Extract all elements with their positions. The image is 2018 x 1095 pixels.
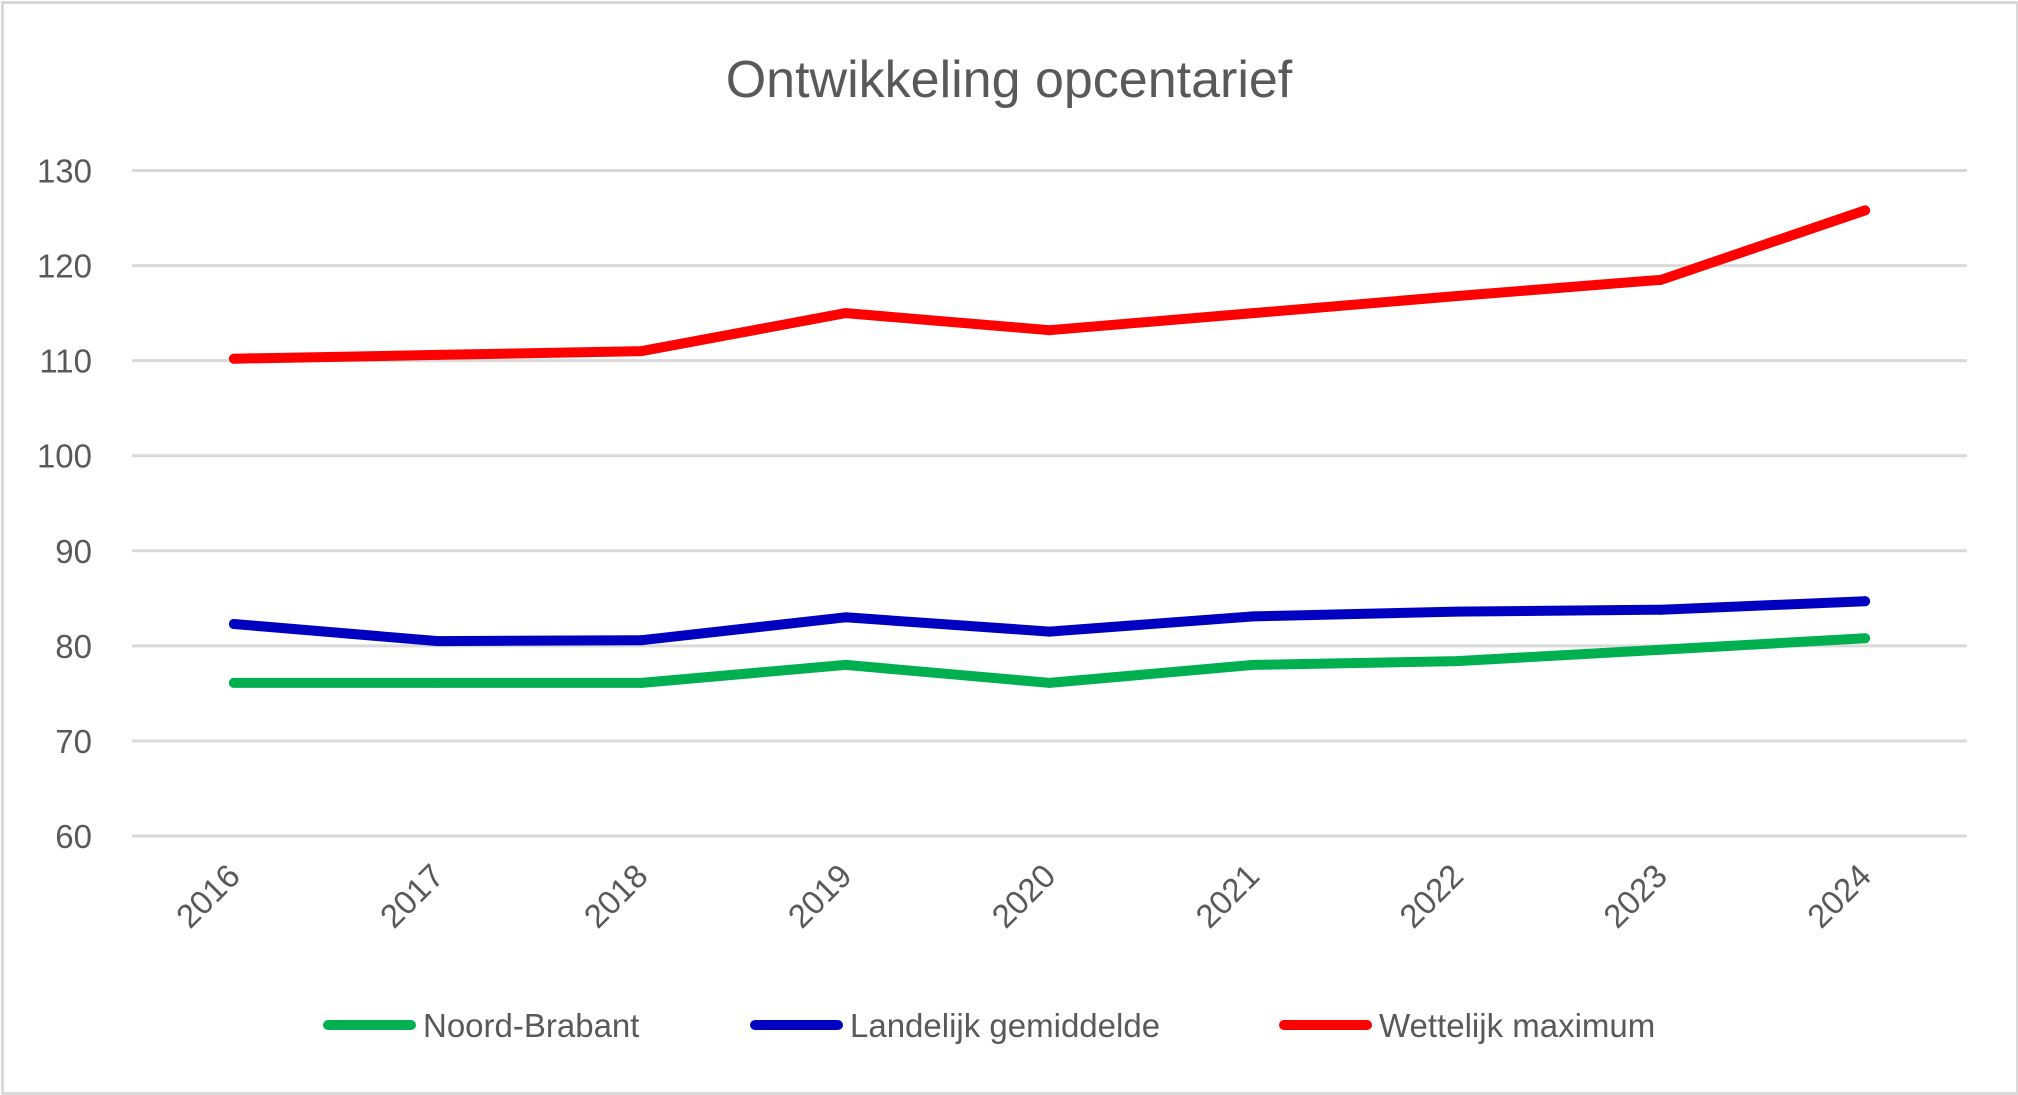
data-point xyxy=(432,349,443,360)
data-point xyxy=(1248,308,1259,319)
legend-label: Landelijk gemiddelde xyxy=(850,1007,1160,1044)
x-tick-label: 2024 xyxy=(1800,857,1878,935)
y-tick-label: 60 xyxy=(55,818,92,855)
data-point xyxy=(636,346,647,357)
x-tick-label: 2019 xyxy=(780,857,858,935)
y-tick-label: 100 xyxy=(37,438,92,475)
series-line xyxy=(228,205,1871,364)
legend-item: Noord-Brabant xyxy=(323,1007,639,1044)
data-point xyxy=(228,618,239,629)
legend-label: Wettelijk maximum xyxy=(1379,1007,1655,1044)
series-noord-brabant xyxy=(228,633,1871,688)
gridlines xyxy=(132,169,1967,838)
x-tick-label: 2017 xyxy=(373,857,451,935)
data-point xyxy=(636,677,647,688)
legend: Noord-Brabant Landelijk gemiddelde Wetteli… xyxy=(323,1007,1655,1044)
data-point xyxy=(228,677,239,688)
x-axis-tick-labels: 2016 2017 2018 2019 2020 2021 2022 2023 2024 xyxy=(169,857,1878,935)
data-point xyxy=(432,636,443,647)
chart-title: Ontwikkeling opcentarief xyxy=(726,51,1293,109)
data-point xyxy=(1452,606,1463,617)
x-tick-label: 2021 xyxy=(1188,857,1266,935)
data-point xyxy=(1860,633,1871,644)
data-point xyxy=(1656,604,1667,615)
x-tick-label: 2023 xyxy=(1596,857,1674,935)
data-point xyxy=(1044,626,1055,637)
legend-item: Landelijk gemiddelde xyxy=(750,1007,1160,1044)
data-point xyxy=(1860,596,1871,607)
y-axis-tick-labels: 60 70 80 90 100 110 120 130 xyxy=(37,153,92,856)
data-point xyxy=(636,635,647,646)
data-point xyxy=(1248,659,1259,670)
data-point xyxy=(432,677,443,688)
data-point xyxy=(1044,677,1055,688)
y-tick-label: 130 xyxy=(37,153,92,190)
data-point xyxy=(228,353,239,364)
y-tick-label: 110 xyxy=(39,343,92,380)
data-point xyxy=(1860,205,1871,216)
x-tick-label: 2018 xyxy=(577,857,655,935)
data-point xyxy=(1044,325,1055,336)
data-point xyxy=(1452,656,1463,667)
legend-item: Wettelijk maximum xyxy=(1279,1007,1655,1044)
series-lines xyxy=(228,205,1871,688)
data-point xyxy=(840,612,851,623)
x-tick-label: 2016 xyxy=(169,857,247,935)
legend-label: Noord-Brabant xyxy=(423,1007,639,1044)
data-point xyxy=(1656,274,1667,285)
x-tick-label: 2022 xyxy=(1392,857,1470,935)
y-tick-label: 90 xyxy=(55,533,92,570)
y-tick-label: 80 xyxy=(55,628,92,665)
data-point xyxy=(840,659,851,670)
data-point xyxy=(1248,611,1259,622)
series-wettelijk-maximum xyxy=(228,205,1871,364)
data-point xyxy=(1656,644,1667,655)
series-landelijk-gemiddelde xyxy=(228,596,1871,647)
y-tick-label: 70 xyxy=(55,723,92,760)
y-tick-label: 120 xyxy=(37,248,92,285)
data-point xyxy=(1452,290,1463,301)
x-tick-label: 2020 xyxy=(984,857,1062,935)
data-point xyxy=(840,308,851,319)
